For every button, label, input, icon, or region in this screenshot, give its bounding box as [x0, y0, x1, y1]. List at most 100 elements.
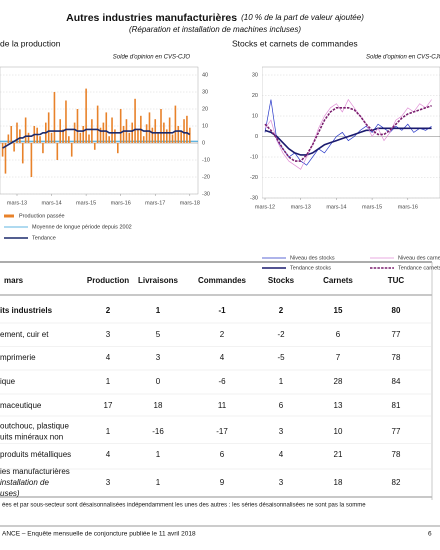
- bar: [19, 129, 21, 143]
- chart-title: de la production: [0, 38, 61, 48]
- cell-value: 28: [334, 377, 343, 386]
- bar: [16, 122, 18, 143]
- chart-title: Stocks et carnets de commandes: [232, 38, 358, 48]
- row-label: uits minéraux non: [0, 433, 63, 442]
- bar: [68, 136, 70, 143]
- cell-value: 3: [279, 478, 284, 487]
- cell-value: 4: [106, 353, 111, 362]
- page-title: Autres industries manufacturières (10 % d…: [66, 12, 364, 24]
- page-subtitle: (Réparation et installation de machines …: [129, 25, 301, 34]
- table-header-label: mars: [4, 276, 24, 285]
- bar: [30, 143, 33, 177]
- bar: [13, 143, 15, 152]
- cell-value: 3: [106, 478, 111, 487]
- y-tick-label: -10: [250, 154, 258, 160]
- cell-value: -5: [277, 353, 285, 362]
- bar: [21, 143, 24, 164]
- bar: [189, 127, 191, 143]
- bar: [53, 92, 56, 143]
- bar: [157, 132, 159, 143]
- y-tick-label: 30: [202, 89, 208, 95]
- bar: [168, 117, 171, 143]
- legend-label: Production passée: [19, 213, 65, 219]
- cell-value: 10: [334, 427, 343, 436]
- bar: [114, 129, 116, 143]
- bar: [142, 136, 145, 143]
- bar: [93, 143, 96, 150]
- bar: [122, 126, 125, 143]
- bar: [79, 132, 82, 143]
- footer-text: ANCE – Enquête mensuelle de conjoncture …: [2, 531, 196, 538]
- bar: [10, 126, 13, 143]
- cell-value: 77: [392, 330, 401, 339]
- cell-value: 2: [106, 306, 111, 315]
- x-tick-label: mars-16: [398, 204, 418, 210]
- bar: [117, 143, 119, 154]
- cell-value: 81: [392, 401, 401, 410]
- bar: [65, 100, 67, 143]
- y-tick-label: -30: [250, 195, 258, 201]
- legend-label: Tendance carnets: [398, 265, 440, 271]
- bar: [171, 134, 174, 143]
- y-tick-label: 30: [252, 72, 258, 78]
- legend-label: Tendance stocks: [290, 265, 331, 271]
- bar: [177, 126, 180, 143]
- y-tick-label: 20: [202, 106, 208, 112]
- legend-swatch: [4, 214, 14, 218]
- bar: [160, 109, 162, 143]
- cell-value: 82: [392, 478, 401, 487]
- y-tick-label: -30: [202, 191, 210, 197]
- bar: [39, 136, 41, 143]
- bar: [7, 134, 10, 143]
- bar: [154, 119, 157, 143]
- plot: [0, 66, 199, 196]
- bar: [42, 143, 44, 154]
- y-tick-label: 10: [202, 123, 208, 129]
- bar: [4, 143, 7, 174]
- cell-value: 1: [106, 427, 111, 436]
- row-label: ement, cuir et: [0, 330, 49, 339]
- chart-subtitle: Solde d'opinion en CVS-CJO: [113, 55, 191, 61]
- cell-value: 3: [156, 353, 161, 362]
- bar: [186, 115, 188, 143]
- column-header: TUC: [388, 276, 405, 285]
- row-label: produits métalliques: [0, 450, 71, 459]
- line-series: [2, 128, 191, 149]
- bar: [134, 98, 136, 143]
- bar: [105, 112, 108, 143]
- bar: [165, 129, 168, 143]
- y-tick-label: 10: [252, 113, 258, 119]
- cell-value: -17: [216, 427, 228, 436]
- column-header: Livraisons: [138, 276, 179, 285]
- cell-value: 17: [104, 401, 113, 410]
- bar: [180, 131, 182, 143]
- cell-value: 1: [279, 377, 284, 386]
- bar: [183, 119, 185, 143]
- legend-label: Niveau des carnets: [398, 255, 440, 261]
- cell-value: -1: [218, 306, 226, 315]
- row-label: uses): [0, 489, 20, 498]
- bar: [47, 112, 50, 143]
- plot-frame: [262, 66, 440, 199]
- bar: [99, 127, 102, 143]
- cell-value: 15: [334, 306, 343, 315]
- y-tick-label: -20: [202, 174, 210, 180]
- x-tick-label: mars-13: [7, 200, 27, 206]
- bar: [174, 105, 177, 143]
- line-series: [264, 98, 432, 170]
- cell-value: 9: [220, 478, 225, 487]
- bar: [73, 122, 76, 143]
- cell-value: 84: [392, 377, 401, 386]
- cell-value: 1: [156, 306, 161, 315]
- cell-value: 2: [279, 306, 284, 315]
- bar: [91, 119, 93, 143]
- bar: [102, 122, 105, 143]
- cell-value: 77: [392, 427, 401, 436]
- row-label: installation de: [0, 478, 49, 487]
- bar: [145, 124, 148, 143]
- x-tick-label: mars-17: [145, 200, 165, 206]
- row-label: outchouc, plastique: [0, 422, 69, 431]
- bar: [82, 126, 85, 143]
- bar: [24, 117, 27, 143]
